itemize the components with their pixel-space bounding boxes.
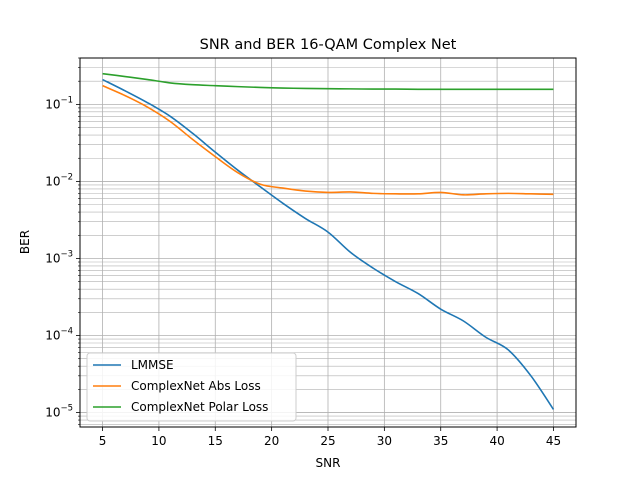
y-tick-label: 10−3 bbox=[45, 249, 73, 265]
y-tick-label: 10−1 bbox=[45, 95, 73, 111]
chart-title: SNR and BER 16-QAM Complex Net bbox=[200, 37, 457, 53]
legend-box bbox=[86, 352, 297, 422]
x-axis-ticks: 5 10 15 20 25 30 35 40 45 bbox=[99, 427, 561, 448]
x-tick-label: 20 bbox=[264, 434, 279, 448]
y-axis-ticks: 10−5 10−4 10−3 10−2 10−1 bbox=[45, 57, 80, 425]
x-tick-label: 5 bbox=[99, 434, 107, 448]
legend-label-lmmse: LMMSE bbox=[131, 358, 174, 372]
legend-label-complexnet-abs-loss: ComplexNet Abs Loss bbox=[131, 379, 261, 393]
x-tick-label: 30 bbox=[377, 434, 392, 448]
series-lines bbox=[102, 72, 555, 410]
x-tick-label: 15 bbox=[208, 434, 223, 448]
series-line-lmmse bbox=[102, 78, 555, 410]
y-axis-label: BER bbox=[18, 230, 32, 254]
y-tick-label: 10−2 bbox=[45, 172, 73, 188]
series-line-complexnet-polar-loss bbox=[102, 72, 554, 91]
x-tick-label: 45 bbox=[546, 434, 561, 448]
legend-label-complexnet-polar-loss: ComplexNet Polar Loss bbox=[131, 400, 268, 414]
x-tick-label: 25 bbox=[320, 434, 335, 448]
y-tick-label: 10−5 bbox=[45, 404, 73, 420]
x-tick-label: 10 bbox=[151, 434, 166, 448]
x-tick-label: 35 bbox=[433, 434, 448, 448]
y-tick-label: 10−4 bbox=[45, 327, 73, 343]
legend: LMMSE ComplexNet Abs Loss ComplexNet Polar… bbox=[86, 352, 297, 422]
x-tick-label: 40 bbox=[489, 434, 504, 448]
series-line-complexnet-abs-loss bbox=[102, 84, 554, 196]
x-axis-label: SNR bbox=[316, 456, 341, 470]
